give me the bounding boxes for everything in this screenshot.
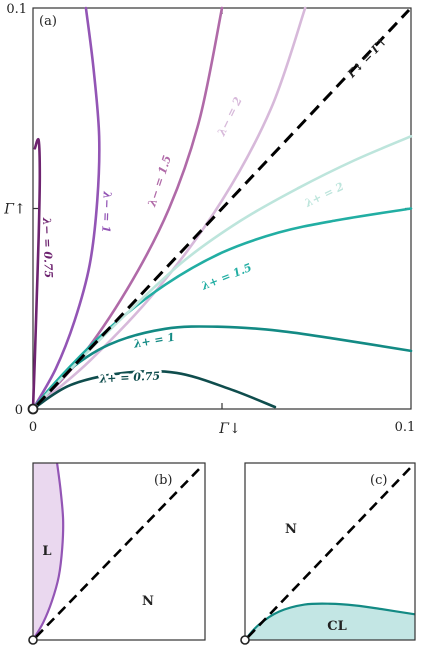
curve-label-lambda-minus-2: λ− = 2: [214, 95, 244, 139]
curve-lambda-minus-1-5: [31, 6, 224, 411]
curve-label-halo-lambda-minus-0-75: λ− = 0.75: [40, 216, 55, 278]
panel-c-frame: [244, 462, 416, 641]
curve-lambda-plus-1: [31, 325, 413, 411]
panel-b: (b) L N: [28, 462, 206, 645]
curve-label-halo-lambda-minus-1: λ− = 1: [99, 190, 113, 233]
region-cl-fill: [245, 603, 415, 640]
curve-label-lambda-plus-2: λ+ = 2: [302, 180, 346, 210]
panel-c-tag: (c): [370, 473, 387, 488]
curve-label-lambda-plus-0-75: λ+ = 0.75: [98, 369, 160, 385]
curve-lambda-minus-1: [31, 6, 101, 411]
region-label-l: L: [42, 544, 51, 559]
x-axis-label: Γ↓: [218, 421, 240, 437]
x-tick-1: 0.1: [395, 420, 416, 435]
region-label-cl: CL: [327, 619, 347, 634]
x-tick-0: 0: [29, 420, 37, 435]
curve-label-lambda-plus-1-5: λ+ = 1.5: [199, 261, 254, 293]
curve-label-lambda-minus-0-75: λ− = 0.75: [40, 216, 55, 278]
region-label-n-b: N: [142, 594, 154, 609]
curve-lambda-plus-1-5: [31, 207, 413, 411]
panel-b-tag: (b): [154, 473, 172, 488]
curve-label-halo-lambda-plus-0-75: λ+ = 0.75: [98, 369, 160, 385]
origin-marker: [27, 403, 39, 415]
region-label-n-c: N: [285, 522, 297, 537]
panel-b-frame: [32, 462, 206, 641]
panel-a: (a) 0 0.1 0 0.1 Γ↓ Γ↑ Γ↓ = Γ↑ λ− = 0.75 λ…: [3, 2, 415, 437]
y-tick-0: 0: [15, 403, 23, 418]
diagonal-line-c: [247, 464, 414, 638]
region-l-boundary: [32, 462, 65, 641]
curve-lambda-plus-0-75: [31, 369, 277, 411]
panel-c: (c) N CL: [240, 462, 416, 645]
diagonal-line: [35, 8, 411, 407]
y-tick-1: 0.1: [6, 2, 27, 17]
region-l-fill: [33, 463, 64, 640]
curve-lambda-minus-0-75: [31, 137, 42, 411]
curve-label-lambda-minus-1-5: λ− = 1.5: [145, 154, 174, 209]
origin-marker-c: [240, 635, 250, 645]
origin-marker-b: [28, 635, 38, 645]
curve-label-lambda-minus-1: λ− = 1: [99, 190, 113, 233]
y-axis-label: Γ↑: [3, 202, 25, 218]
diagonal-line-b: [35, 464, 204, 638]
diagonal-label: Γ↓ = Γ↑: [344, 35, 389, 81]
panel-a-tag: (a): [39, 14, 57, 29]
